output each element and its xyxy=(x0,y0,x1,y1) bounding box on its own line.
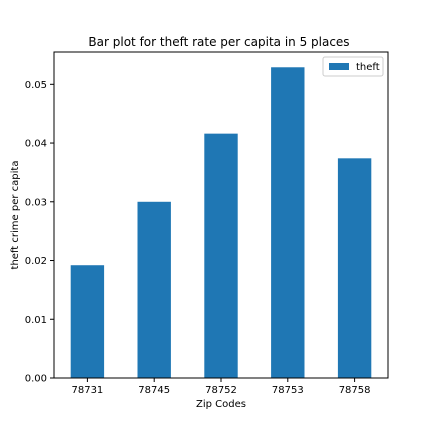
x-tick-label: 78745 xyxy=(138,385,170,396)
x-tick-label: 78731 xyxy=(71,385,103,396)
y-tick-label: 0.02 xyxy=(25,256,47,267)
y-tick-label: 0.01 xyxy=(25,315,47,326)
legend: theft xyxy=(322,56,384,77)
bar-78758 xyxy=(337,158,372,378)
x-tick-label: 78758 xyxy=(339,385,371,396)
chart-title: Bar plot for theft rate per capita in 5 … xyxy=(88,35,349,49)
bar-78745 xyxy=(137,201,171,378)
x-ticks-group: 78731 78745 78752 78753 78758 xyxy=(71,378,371,396)
plot-frame xyxy=(53,51,389,379)
y-ticks-group: 0.00 0.01 0.02 0.03 0.04 0.05 xyxy=(25,80,54,385)
y-tick-label: 0.00 xyxy=(25,374,47,385)
y-axis-label: theft crime per capita xyxy=(10,161,21,270)
x-axis-label: Zip Codes xyxy=(196,399,246,410)
x-tick-label: 78753 xyxy=(272,385,304,396)
bar-78731 xyxy=(70,265,105,378)
legend-swatch xyxy=(329,63,349,70)
bar-78753 xyxy=(271,67,305,379)
legend-label-theft: theft xyxy=(356,62,380,73)
bars-group xyxy=(70,67,372,379)
y-tick-label: 0.03 xyxy=(25,197,47,208)
y-tick-label: 0.05 xyxy=(25,80,47,91)
x-tick-label: 78752 xyxy=(205,385,237,396)
bar-78752 xyxy=(204,133,238,378)
y-tick-label: 0.04 xyxy=(25,139,47,150)
legend-box xyxy=(322,56,384,77)
